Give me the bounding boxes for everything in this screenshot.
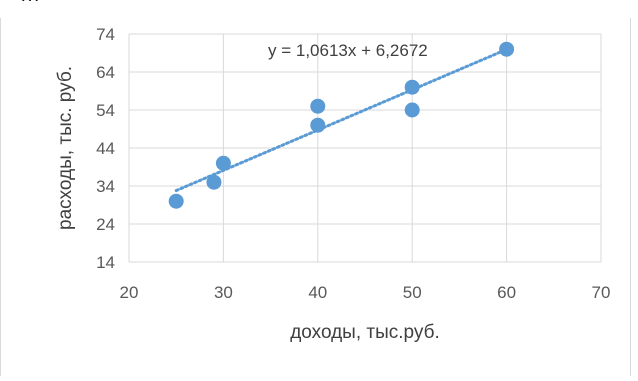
y-axis-title: расходы, тыс. руб. (55, 66, 76, 230)
y-tick-label: 34 (96, 177, 115, 196)
y-tick-label: 44 (96, 139, 115, 158)
y-tick-label: 74 (96, 25, 115, 44)
data-point (310, 98, 326, 114)
data-point (168, 193, 184, 209)
data-point (404, 79, 420, 95)
y-tick-label: 54 (96, 101, 115, 120)
data-point (499, 41, 515, 57)
trendline (174, 47, 509, 193)
x-tick-label: 30 (214, 283, 233, 302)
data-point (215, 155, 231, 171)
trendline-equation: y = 1,0613x + 6,2672 (268, 41, 428, 60)
x-tick-label: 20 (120, 283, 139, 302)
x-tick-label: 60 (497, 283, 516, 302)
data-point (206, 174, 222, 190)
y-tick-label: 24 (96, 215, 115, 234)
x-tick-label: 70 (592, 283, 611, 302)
scatter-chart: 14 24 34 44 54 64 74 20 30 40 50 60 70 y = 1,0613x … (55, 25, 611, 343)
data-point (404, 102, 420, 118)
y-axis-ticks: 14 24 34 44 54 64 74 (96, 25, 115, 272)
x-axis-ticks: 20 30 40 50 60 70 (120, 283, 611, 302)
x-axis-title: доходы, тыс.руб. (290, 322, 440, 343)
data-point (310, 117, 326, 133)
y-tick-label: 14 (96, 253, 115, 272)
clipped-text-strip: … (0, 0, 638, 18)
x-tick-label: 40 (308, 283, 327, 302)
data-points (168, 41, 515, 209)
clipped-text: … (20, 0, 40, 7)
x-tick-label: 50 (403, 283, 422, 302)
y-tick-label: 64 (96, 63, 115, 82)
chart-area: 14 24 34 44 54 64 74 20 30 40 50 60 70 y = 1,0613x … (0, 18, 631, 376)
gridlines (128, 33, 602, 263)
